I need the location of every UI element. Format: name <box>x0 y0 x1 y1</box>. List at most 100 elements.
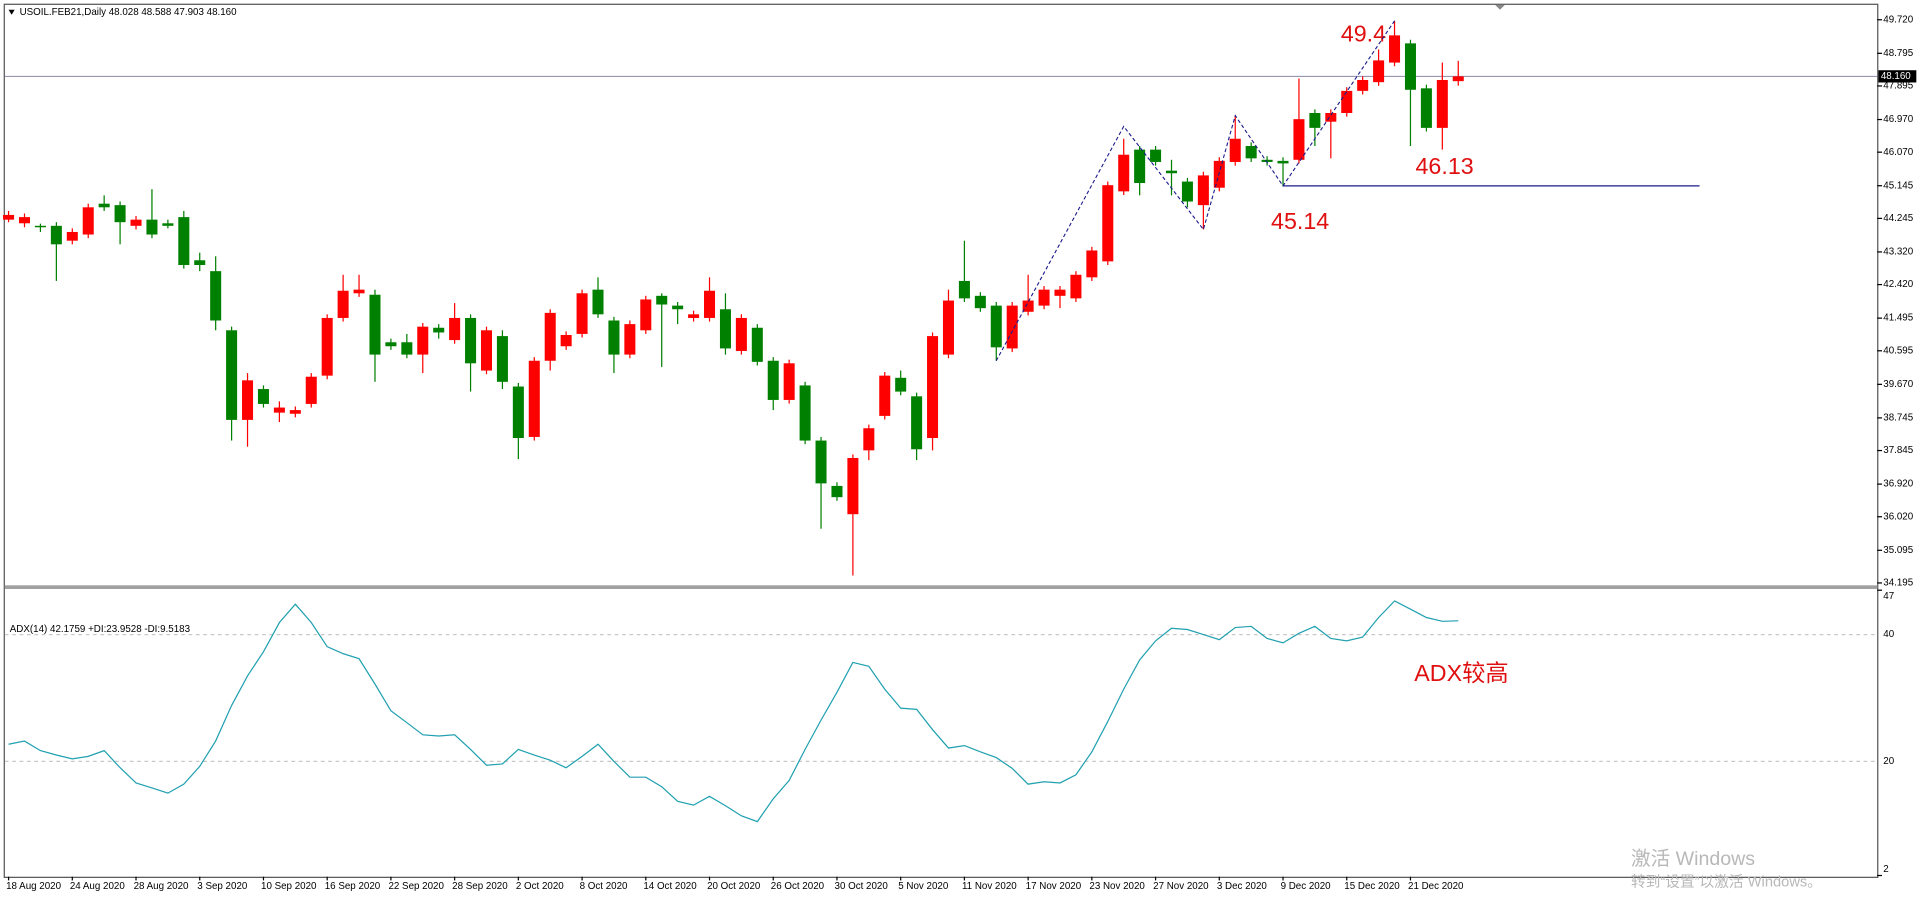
adx-line <box>8 600 1459 823</box>
candle-body <box>226 330 238 420</box>
adx-title: ADX(14) 42.1759 +DI:23.9528 -DI:9.5183 <box>10 624 191 635</box>
candle-body <box>1118 154 1130 192</box>
candle-body <box>1325 112 1337 122</box>
watermark: 激活 Windows <box>1631 848 1755 870</box>
candle-body <box>1389 35 1401 63</box>
candle-body <box>50 225 62 245</box>
y-tick-label: 40 <box>1883 629 1894 640</box>
candle-body <box>34 225 46 228</box>
scroll-marker <box>1495 4 1505 10</box>
candle-body <box>1134 149 1146 184</box>
frame <box>3 3 1879 878</box>
candle-body <box>1038 289 1050 306</box>
y-tick-label: 44.245 <box>1883 213 1913 224</box>
current-price-label: 48.160 <box>1881 71 1911 82</box>
y-tick-label: 40.595 <box>1883 345 1913 356</box>
y-tick-label: 41.495 <box>1883 313 1913 324</box>
candle-body <box>1181 181 1193 202</box>
zigzag <box>995 20 1396 361</box>
candle-body <box>369 294 381 355</box>
candle-body <box>974 295 986 309</box>
candle-body <box>783 363 795 400</box>
y-tick-label: 47.895 <box>1883 81 1913 92</box>
y-tick-label: 48.795 <box>1883 48 1913 59</box>
candle-body <box>1357 79 1369 91</box>
candle-body <box>1150 149 1162 162</box>
candle-body <box>1165 170 1178 174</box>
y-tick-label: 38.745 <box>1883 412 1913 423</box>
candle-body <box>480 330 492 371</box>
candle-body <box>385 342 397 347</box>
candle-body <box>847 457 859 515</box>
candle-body <box>242 380 254 420</box>
candle-body <box>831 485 843 498</box>
candle-body <box>799 385 811 441</box>
y-tick-label: 49.720 <box>1883 14 1913 25</box>
x-tick-label: 28 Aug 2020 <box>134 881 189 892</box>
candle-body <box>3 214 15 220</box>
x-tick-label: 14 Oct 2020 <box>643 881 697 892</box>
y-tick-label: 47 <box>1883 591 1894 602</box>
y-tick-label: 39.670 <box>1883 379 1913 390</box>
candle-body <box>767 360 779 400</box>
candle-body <box>1452 76 1464 82</box>
x-tick-label: 22 Sep 2020 <box>388 881 444 892</box>
candle-body <box>1197 175 1209 206</box>
candle-body <box>465 317 477 364</box>
x-tick-label: 20 Oct 2020 <box>707 881 761 892</box>
panel-separator <box>4 585 1878 589</box>
candle-body <box>751 327 763 362</box>
candle-body <box>449 317 461 341</box>
candle-body <box>863 428 875 451</box>
y-tick-label: 46.970 <box>1883 114 1913 125</box>
candle-body <box>1022 300 1034 312</box>
annotation: 46.13 <box>1416 153 1474 179</box>
candle-body <box>672 305 684 310</box>
x-tick-label: 5 Nov 2020 <box>898 881 949 892</box>
candle-body <box>911 396 923 450</box>
candle-body <box>560 335 572 347</box>
candle-body <box>895 377 907 392</box>
y-tick-label: 43.320 <box>1883 247 1913 258</box>
y-tick-label: 35.095 <box>1883 545 1913 556</box>
candle-body <box>1229 138 1241 162</box>
x-tick-label: 27 Nov 2020 <box>1153 881 1209 892</box>
candle-body <box>927 336 939 439</box>
candle-body <box>624 324 636 355</box>
y-tick-label: 36.920 <box>1883 479 1913 490</box>
candle-body <box>1341 90 1353 113</box>
candle-body <box>114 205 126 223</box>
x-tick-label: 3 Sep 2020 <box>197 881 248 892</box>
candle-body <box>146 219 158 235</box>
y-tick-label: 46.070 <box>1883 147 1913 158</box>
candle-body <box>544 312 556 361</box>
x-tick-label: 2 Oct 2020 <box>516 881 564 892</box>
candle-body <box>178 217 190 265</box>
y-tick-label: 36.020 <box>1883 511 1913 522</box>
x-tick-label: 28 Sep 2020 <box>452 881 508 892</box>
candle-body <box>512 386 524 439</box>
x-tick-label: 8 Oct 2020 <box>580 881 628 892</box>
candle-body <box>257 389 269 404</box>
x-tick-label: 10 Sep 2020 <box>261 881 317 892</box>
candle-body <box>1245 146 1257 159</box>
x-tick-label: 11 Nov 2020 <box>962 881 1017 892</box>
y-tick-label: 20 <box>1883 756 1894 767</box>
candle-body <box>735 317 747 351</box>
candle-body <box>958 280 970 299</box>
candle-body <box>576 293 588 334</box>
candle-body <box>194 260 206 265</box>
candle-body <box>704 290 716 318</box>
candle-body <box>528 360 540 437</box>
candle-body <box>640 299 652 331</box>
candle-body <box>130 219 142 226</box>
note: ADX较高 <box>1414 660 1508 686</box>
level-label: 45.14 <box>1271 208 1329 234</box>
x-tick-label: 9 Dec 2020 <box>1281 881 1332 892</box>
candle-body <box>82 207 94 235</box>
candle-body <box>1070 274 1082 299</box>
y-tick-label: 45.145 <box>1883 180 1913 191</box>
candle-body <box>815 440 827 484</box>
watermark: 转到“设置”以激活 Windows。 <box>1631 874 1822 891</box>
